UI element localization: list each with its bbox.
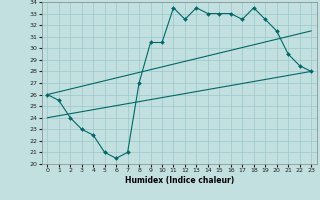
X-axis label: Humidex (Indice chaleur): Humidex (Indice chaleur) (124, 176, 234, 185)
